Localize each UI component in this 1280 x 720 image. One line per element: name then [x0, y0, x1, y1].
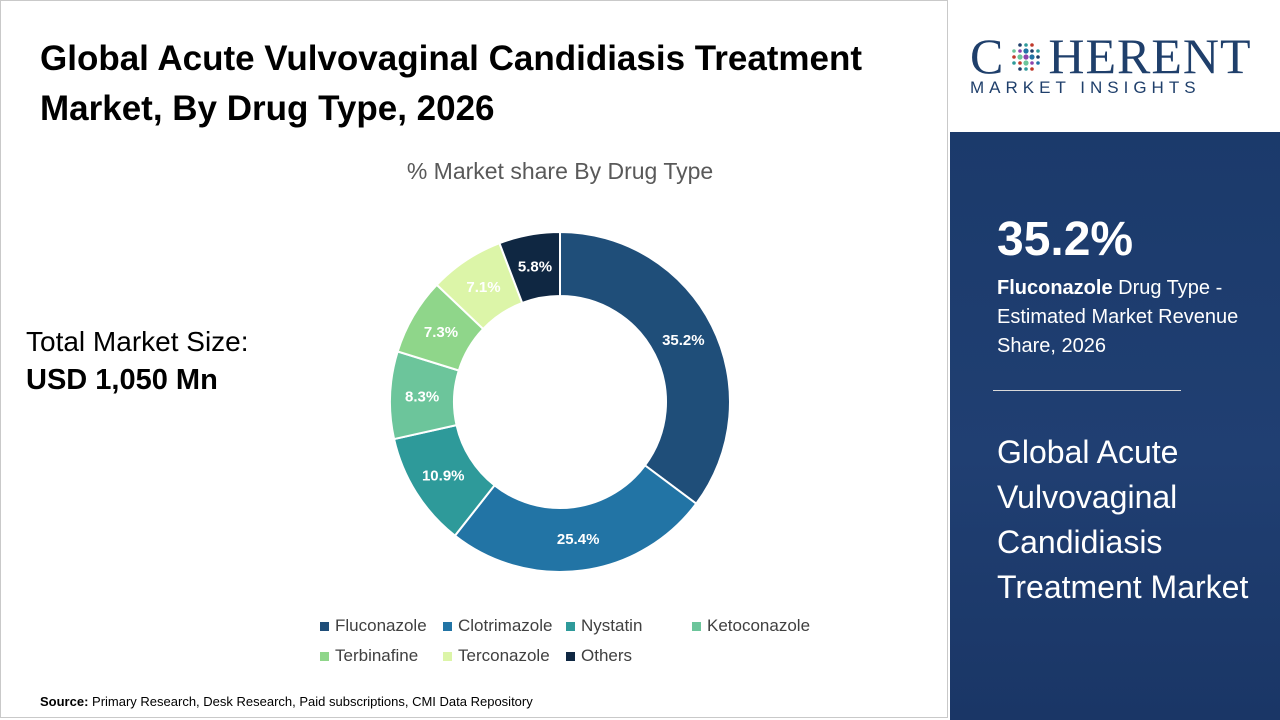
highlight-panel: 35.2% Fluconazole Drug Type - Estimated …: [950, 132, 1280, 720]
globe-dot: [1030, 43, 1035, 47]
panel-divider: [993, 390, 1181, 391]
total-market-value: USD 1,050 Mn: [26, 364, 218, 396]
legend-swatch: [692, 621, 701, 631]
donut-chart: 35.2% 25.4% 10.9% 8.3% 7.3% 7.1% 5.8%: [389, 230, 731, 573]
highlight-description: Fluconazole Drug Type - Estimated Market…: [997, 274, 1257, 361]
legend-label: Others: [581, 646, 633, 665]
globe-dot: [1023, 48, 1029, 54]
globe-dot: [1024, 67, 1029, 71]
legend-swatch: [443, 621, 452, 631]
legend-label: Fluconazole: [335, 616, 427, 635]
globe-dot: [1012, 55, 1017, 59]
dot-globe-icon: [1012, 43, 1041, 71]
slice-label-clotrimazole: 25.4%: [557, 531, 600, 548]
chart-frame: [0, 0, 948, 718]
globe-dot: [1023, 54, 1029, 60]
source-label: Source:: [40, 694, 89, 709]
donut-slice-others: [498, 230, 561, 305]
legend-swatch: [566, 621, 575, 631]
legend-swatch: [320, 651, 329, 661]
globe-dot: [1030, 49, 1035, 53]
globe-dot: [1036, 55, 1041, 59]
globe-dot: [1024, 43, 1029, 47]
globe-dot: [1017, 54, 1023, 60]
highlight-desc-rest: Drug Type - Estimated Market Revenue Sha…: [997, 277, 1239, 357]
globe-dot: [1018, 61, 1023, 65]
globe-dot: [1030, 61, 1035, 65]
slice-label-nystatin: 10.9%: [422, 468, 465, 485]
legend-item-nystatin: Nystatin: [566, 616, 642, 636]
globe-dot: [1012, 61, 1017, 65]
legend-swatch: [443, 651, 452, 661]
donut-slice-clotrimazole: [453, 463, 698, 573]
legend-label: Ketoconazole: [707, 616, 811, 635]
slice-label-ketoconazole: 8.3%: [405, 388, 439, 405]
globe-dot: [1018, 67, 1023, 71]
legend-label: Clotrimazole: [458, 616, 553, 635]
slice-label-fluconazole: 35.2%: [662, 332, 705, 349]
legend-swatch: [320, 621, 329, 631]
logo-letters-rest: HERENT: [1048, 28, 1252, 84]
logo-wordmark: C HERENT: [970, 28, 1252, 84]
legend-swatch: [566, 651, 575, 661]
legend-item-clotrimazole: Clotrimazole: [443, 616, 552, 636]
globe-dot: [1036, 49, 1041, 53]
slice-label-terbinafine: 7.3%: [424, 324, 458, 341]
legend-item-fluconazole: Fluconazole: [320, 616, 427, 636]
legend-label: Terconazole: [458, 646, 550, 665]
slice-label-others: 5.8%: [518, 258, 552, 275]
legend-label: Terbinafine: [335, 646, 419, 665]
legend-item-others: Others: [566, 646, 632, 666]
legend-item-terbinafine: Terbinafine: [320, 646, 418, 666]
total-market-label: Total Market Size:: [26, 326, 249, 357]
globe-dot: [1012, 49, 1017, 53]
globe-dot: [1036, 61, 1041, 65]
source-text: Primary Research, Desk Research, Paid su…: [92, 694, 533, 709]
legend-label: Nystatin: [581, 616, 643, 635]
globe-dot: [1018, 49, 1023, 53]
page-title: Global Acute Vulvovaginal Candidiasis Tr…: [40, 39, 863, 128]
total-market-size: Total Market Size: USD 1,050 Mn: [26, 324, 249, 400]
chart-subtitle: % Market share By Drug Type: [406, 158, 714, 184]
globe-dot: [1029, 54, 1035, 60]
logo-letter-c: C: [970, 28, 1005, 84]
legend-item-terconazole: Terconazole: [443, 646, 550, 666]
panel-market-name: Global Acute Vulvovaginal Candidiasis Tr…: [997, 434, 1249, 605]
globe-dot: [1030, 67, 1035, 71]
source-note: Source: Primary Research, Desk Research,…: [40, 694, 533, 709]
globe-dot: [1018, 43, 1023, 47]
company-logo: C HERENT MARKET INSIGHTS: [950, 0, 1280, 132]
donut-slice-fluconazole: [559, 230, 731, 506]
highlight-value: 35.2%: [997, 213, 1134, 266]
slice-label-terconazole: 7.1%: [466, 279, 500, 296]
globe-dot: [1023, 60, 1029, 66]
highlight-drug: Fluconazole: [997, 277, 1113, 299]
logo-tagline: MARKET INSIGHTS: [970, 78, 1201, 97]
legend-item-ketoconazole: Ketoconazole: [692, 616, 810, 636]
